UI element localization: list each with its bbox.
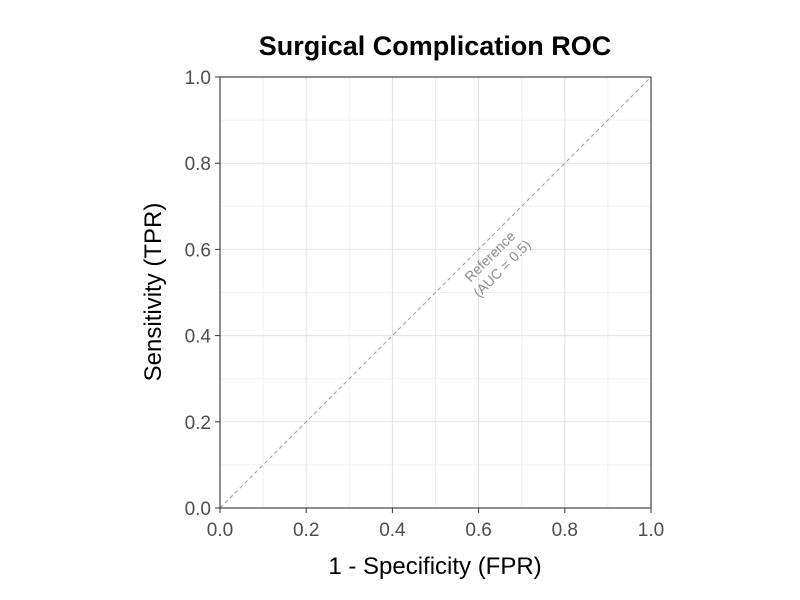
y-tick-label: 0.4	[185, 327, 212, 348]
annotation-layer: Reference(AUC = 0.5)	[461, 228, 533, 301]
x-axis-label: 1 - Specificity (FPR)	[328, 553, 541, 580]
y-axis-label: Sensitivity (TPR)	[140, 203, 167, 382]
plot-panel-border	[219, 76, 652, 509]
x-tick-label: 0.2	[293, 520, 319, 541]
reference-annotation: Reference(AUC = 0.5)	[461, 228, 533, 301]
y-tick-label: 0.8	[185, 154, 211, 175]
x-tick-label: 1.0	[638, 520, 664, 541]
y-tick-label: 0.6	[185, 240, 211, 261]
x-tick-label: 0.0	[207, 520, 233, 541]
x-tick-label: 0.8	[552, 520, 578, 541]
x-axis-ticks: 0.0 0.2 0.4 0.6 0.8 1.0	[207, 508, 664, 541]
x-tick-label: 0.6	[465, 520, 491, 541]
y-tick-label: 0.2	[185, 413, 211, 434]
series-layer	[219, 76, 652, 509]
chart-title: Surgical Complication ROC	[259, 31, 612, 61]
reference-diagonal-line	[219, 76, 652, 509]
y-tick-label: 1.0	[185, 68, 211, 89]
x-tick-label: 0.4	[379, 520, 406, 541]
y-axis-ticks: 0.0 0.2 0.4 0.6 0.8 1.0	[185, 68, 220, 520]
y-tick-label: 0.0	[185, 499, 211, 520]
